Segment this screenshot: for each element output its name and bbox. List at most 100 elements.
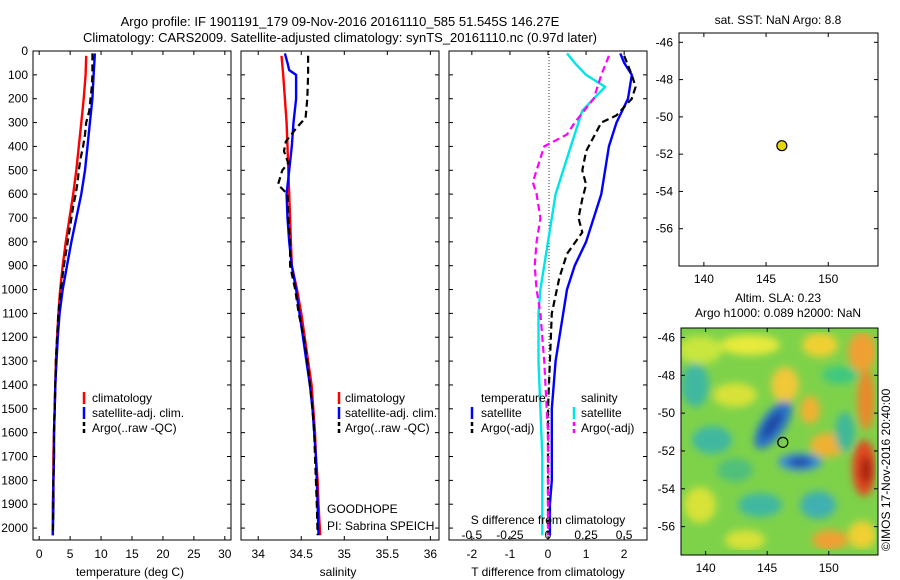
map-y-tick-label: -54 [656, 184, 674, 198]
x-tick-label: 36 [424, 547, 438, 561]
salinity-legend: climatology satellite-adj. clim. Argo(..… [337, 391, 437, 435]
temperature-legend: climatology satellite-adj. clim. Argo(..… [82, 391, 184, 435]
legend-salinity-argo: Argo(-adj) [581, 421, 634, 435]
sst-map-axes-box [678, 32, 879, 267]
map-y-tick-label: -48 [658, 368, 676, 382]
depth-tick-label: 1200 [1, 330, 28, 344]
difference-x-ticks: -2 -1 0 1 2-0.5 -0.25 0 0.25 0.5 [449, 50, 647, 561]
salinity-lines [276, 53, 322, 536]
sst-map-panel: sat. SST: NaN Argo: 8.8 140 145 150 -46 -48 -… [656, 13, 879, 286]
series-line [51, 53, 94, 536]
x-tick-label: 1 [583, 547, 590, 561]
legend-temperature-satellite: satellite [481, 406, 522, 420]
map-x-tick-label: 150 [819, 561, 839, 575]
salinity-axes-box [240, 50, 440, 541]
depth-tick-label: 1800 [1, 473, 28, 487]
top-x-tick-label: -0.5 [462, 528, 483, 542]
x-tick-label: 0 [545, 547, 552, 561]
difference-xlabel: T difference from climatology [471, 565, 625, 579]
depth-tick-label: 600 [8, 187, 28, 201]
float-marker [776, 140, 788, 152]
salinity-legend-argo: Argo(..raw -QC) [345, 421, 430, 435]
legend-temperature-header: temperature [481, 391, 546, 405]
map-y-tick-label: -56 [658, 520, 676, 534]
series-line [283, 53, 320, 536]
depth-tick-label: 800 [8, 235, 28, 249]
salinity-xlabel: salinity [320, 565, 357, 579]
difference-legend: temperature satellite Argo(-adj) salinit… [470, 391, 634, 435]
sla-map-panel: Altim. SLA: 0.23 Argo h1000: 0.089 h2000… [658, 291, 879, 575]
x-tick-label: 5 [67, 547, 74, 561]
series-line [546, 55, 637, 536]
x-tick-label: 25 [187, 547, 201, 561]
difference-lines [531, 52, 637, 536]
difference-top-xlabel: S difference from climatology [471, 513, 626, 527]
temperature-panel: 0100200300400500600700800900100011001200… [1, 44, 232, 579]
salinity-legend-satellite: satellite-adj. clim. [345, 406, 437, 420]
temperature-x-ticks: 0 5 10 15 20 25 30 [33, 50, 232, 561]
depth-tick-label: 1400 [1, 378, 28, 392]
sst-map-title: sat. SST: NaN Argo: 8.8 [715, 13, 842, 27]
salinity-panel: 34 34.5 35 35.5 36 salinity climatology sate… [240, 50, 440, 579]
map-y-tick-label: -56 [656, 222, 674, 236]
x-tick-label: 30 [218, 547, 232, 561]
x-tick-label: 10 [94, 547, 108, 561]
temperature-legend-climatology: climatology [92, 391, 152, 405]
depth-tick-label: 200 [8, 92, 28, 106]
map-x-tick-label: 145 [757, 561, 777, 575]
depth-tick-label: 400 [8, 139, 28, 153]
x-tick-label: 0 [36, 547, 43, 561]
imos-credit: ©IMOS 17-Nov-2016 20:40:00 [879, 388, 893, 551]
x-tick-label: 34.5 [290, 547, 314, 561]
legend-salinity-satellite: satellite [581, 406, 622, 420]
x-tick-label: 34 [252, 547, 266, 561]
sla-map-title-line2: Argo h1000: 0.089 h2000: NaN [695, 306, 861, 320]
map-x-tick-label: 140 [694, 272, 714, 286]
depth-tick-label: 1300 [1, 354, 28, 368]
series-line [531, 55, 610, 536]
x-tick-label: 20 [156, 547, 170, 561]
depth-tick-label: 0 [21, 44, 28, 58]
depth-tick-label: 700 [8, 211, 28, 225]
x-tick-label: 15 [125, 547, 139, 561]
sla-heatmap [681, 328, 878, 555]
figure-title-line1: Argo profile: IF 1901191_179 09-Nov-2016… [121, 14, 560, 29]
temperature-lines [51, 53, 97, 536]
legend-temperature-argo: Argo(-adj) [481, 421, 534, 435]
depth-tick-label: 1500 [1, 402, 28, 416]
temperature-legend-satellite: satellite-adj. clim. [92, 406, 184, 420]
series-line [548, 52, 633, 536]
sst-map-ticks: 140 145 150 -46 -48 -50 -52 -54 -56 [656, 33, 878, 286]
temperature-xlabel: temperature (deg C) [76, 565, 184, 579]
temperature-legend-argo: Argo(..raw -QC) [92, 421, 177, 435]
depth-tick-label: 1900 [1, 497, 28, 511]
map-y-tick-label: -54 [658, 482, 676, 496]
map-x-tick-label: 150 [818, 272, 838, 286]
map-y-tick-label: -52 [656, 147, 674, 161]
depth-tick-label: 300 [8, 116, 28, 130]
salinity-x-ticks: 34 34.5 35 35.5 36 [241, 50, 439, 561]
map-y-tick-label: -50 [658, 406, 676, 420]
salinity-legend-climatology: climatology [345, 391, 405, 405]
top-x-tick-label: -0.25 [496, 528, 524, 542]
top-x-tick-label: 0.5 [616, 528, 633, 542]
top-x-tick-label: 0.25 [574, 528, 598, 542]
project-annotation: GOODHOPE [327, 502, 398, 516]
map-x-tick-label: 140 [696, 561, 716, 575]
depth-tick-label: 1700 [1, 450, 28, 464]
x-tick-label: 2 [621, 547, 628, 561]
depth-tick-label: 1600 [1, 426, 28, 440]
float-marker [777, 436, 789, 448]
sla-map-title-line1: Altim. SLA: 0.23 [735, 291, 821, 305]
depth-tick-label: 100 [8, 68, 28, 82]
sla-map-ticks: 140 145 150 -46 -48 -50 -52 -54 -56 [658, 328, 878, 575]
x-tick-label: -1 [505, 547, 516, 561]
map-y-tick-label: -48 [656, 73, 674, 87]
legend-salinity-header: salinity [581, 391, 618, 405]
sla-map-float-position [777, 436, 789, 448]
map-y-tick-label: -46 [658, 330, 676, 344]
sla-map-axes-box [680, 327, 879, 556]
map-x-tick-label: 145 [756, 272, 776, 286]
map-y-tick-label: -46 [656, 35, 674, 49]
